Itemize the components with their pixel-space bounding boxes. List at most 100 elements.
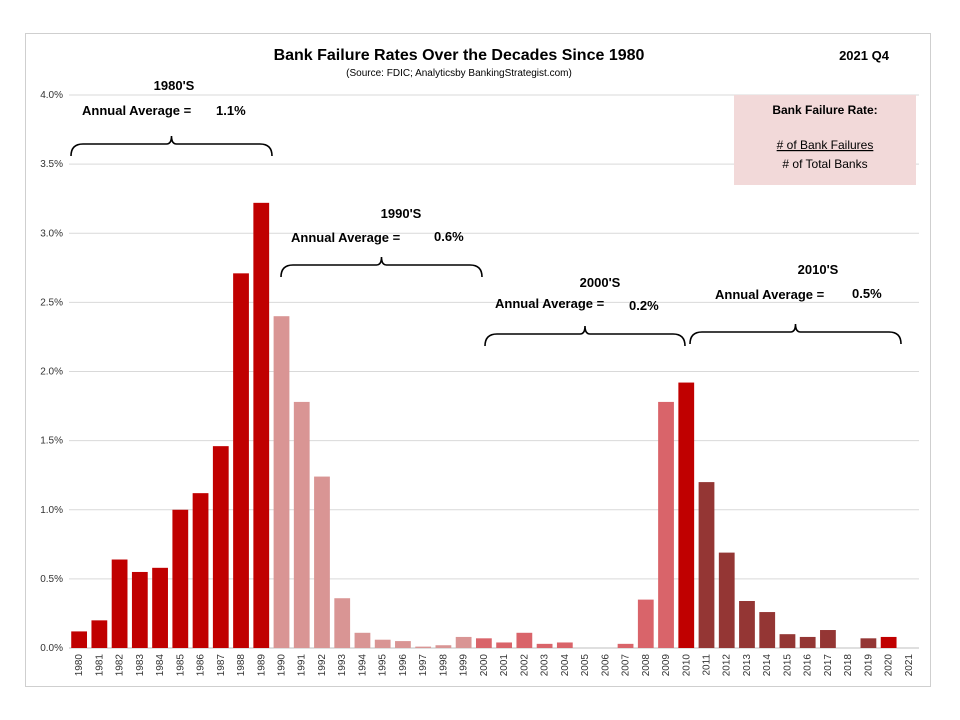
x-tick-label: 2015 <box>782 654 793 677</box>
bar-1982 <box>111 559 128 648</box>
y-tick-label: 4.0% <box>40 90 63 101</box>
bar-2003 <box>536 643 553 648</box>
x-tick-label: 1990 <box>277 654 288 677</box>
x-tick-label: 1980 <box>74 654 85 677</box>
legend-box-background <box>734 95 916 185</box>
bar-2013 <box>739 600 755 648</box>
x-tick-label: 2018 <box>843 654 854 677</box>
x-tick-label: 2004 <box>560 654 571 677</box>
bar-2017 <box>820 630 836 648</box>
x-tick-label: 1996 <box>398 654 409 677</box>
y-axis-ticks: 0.0% 0.5% 1.0% 1.5% 2.0% 2.5% 3.0% 3.5% 4.0% <box>40 90 63 654</box>
bar-2012 <box>718 552 735 648</box>
decade-avg-label: Annual Average = <box>715 287 825 302</box>
x-tick-label: 2003 <box>540 654 551 677</box>
decade-avg-label: Annual Average = <box>495 296 605 311</box>
bar-1986 <box>192 493 209 648</box>
decade-brackets: 1980'S Annual Average = 1.1% 1990'S Annual A… <box>70 78 902 347</box>
decade-bracket <box>484 325 686 347</box>
bar-2010 <box>678 382 695 648</box>
period-label: 2021 Q4 <box>839 48 890 63</box>
bar-1983 <box>131 571 148 648</box>
bank-failure-chart: 0.0% 0.5% 1.0% 1.5% 2.0% 2.5% 3.0% 3.5% 4.0% 198… <box>40 47 919 677</box>
decade-avg-value: 0.6% <box>434 229 464 244</box>
x-tick-label: 1988 <box>236 654 247 677</box>
x-tick-label: 2008 <box>641 654 652 677</box>
chart-subtitle: (Source: FDIC; Analyticsby BankingStrate… <box>346 68 572 79</box>
x-tick-label: 1984 <box>155 654 166 677</box>
bar-1999 <box>455 636 472 648</box>
x-tick-label: 1987 <box>216 654 227 677</box>
y-tick-label: 0.0% <box>40 643 63 654</box>
y-tick-label: 0.5% <box>40 574 63 585</box>
legend-denominator: # of Total Banks <box>782 157 867 171</box>
x-tick-label: 2014 <box>762 654 773 677</box>
bar-1994 <box>354 632 371 648</box>
y-tick-label: 1.0% <box>40 505 63 516</box>
bar-1980 <box>71 631 88 648</box>
x-tick-label: 1997 <box>418 654 429 677</box>
decade-avg-label: Annual Average = <box>82 103 192 118</box>
decade-avg-value: 0.2% <box>629 298 659 313</box>
decade-label: 1980'S <box>154 78 195 93</box>
bar-1988 <box>233 273 249 648</box>
bar-2016 <box>799 636 816 648</box>
decade-label: 2000'S <box>580 275 621 290</box>
x-tick-label: 2000 <box>479 654 490 677</box>
x-tick-label: 1981 <box>94 654 105 677</box>
bar-1985 <box>172 509 189 648</box>
decade-bracket <box>689 323 902 345</box>
x-tick-label: 1991 <box>297 654 308 677</box>
bar-1987 <box>212 446 229 648</box>
x-tick-label: 1992 <box>317 654 328 677</box>
x-tick-label: 2020 <box>884 654 895 677</box>
gridlines <box>69 94 919 649</box>
decade-label: 1990'S <box>381 206 422 221</box>
x-tick-label: 2013 <box>742 654 753 677</box>
bar-1989 <box>253 202 270 648</box>
bar-2000 <box>475 638 492 648</box>
legend-box: Bank Failure Rate: # of Bank Failures # … <box>734 95 916 185</box>
x-tick-label: 1983 <box>135 654 146 677</box>
x-tick-label: 2007 <box>621 654 632 677</box>
legend-numerator: # of Bank Failures <box>777 138 874 152</box>
x-tick-label: 1986 <box>196 654 207 677</box>
bar-2011 <box>698 482 715 648</box>
decade-bracket <box>280 256 483 278</box>
y-tick-label: 2.5% <box>40 297 63 308</box>
bar-2008 <box>637 599 654 648</box>
bar-1990 <box>273 316 290 648</box>
bar-2007 <box>617 643 634 648</box>
x-tick-label: 1989 <box>256 654 267 677</box>
x-tick-label: 1993 <box>337 654 348 677</box>
bar-1991 <box>293 401 310 648</box>
x-tick-label: 1995 <box>378 654 389 677</box>
bar-2020 <box>880 636 897 648</box>
y-tick-label: 2.0% <box>40 367 63 378</box>
x-tick-label: 2010 <box>681 654 692 677</box>
x-axis-ticks: 1980 1981 1982 1983 1984 1985 1986 1987 1988 1989… <box>74 654 915 677</box>
x-tick-label: 2009 <box>661 654 672 677</box>
x-tick-label: 2021 <box>904 654 915 677</box>
x-tick-label: 2002 <box>519 654 530 677</box>
bar-1993 <box>334 598 351 648</box>
bar-1984 <box>152 567 168 648</box>
x-tick-label: 1999 <box>459 654 470 677</box>
bar-2015 <box>779 634 796 648</box>
chart-title: Bank Failure Rates Over the Decades Sinc… <box>274 47 645 64</box>
x-tick-label: 2017 <box>823 654 834 677</box>
bar-2009 <box>658 401 674 648</box>
decade-avg-value: 1.1% <box>216 103 246 118</box>
bar-2001 <box>496 642 513 648</box>
x-tick-label: 1994 <box>357 654 368 677</box>
x-tick-label: 1982 <box>115 654 126 677</box>
decade-label: 2010'S <box>798 262 839 277</box>
bar-2014 <box>759 612 776 648</box>
decade-avg-value: 0.5% <box>852 286 882 301</box>
bar-1996 <box>395 641 411 648</box>
x-tick-label: 2005 <box>580 654 591 677</box>
bar-1981 <box>91 620 108 648</box>
bar-2004 <box>556 642 573 648</box>
x-tick-label: 2011 <box>702 654 713 676</box>
x-tick-label: 2012 <box>722 654 733 677</box>
